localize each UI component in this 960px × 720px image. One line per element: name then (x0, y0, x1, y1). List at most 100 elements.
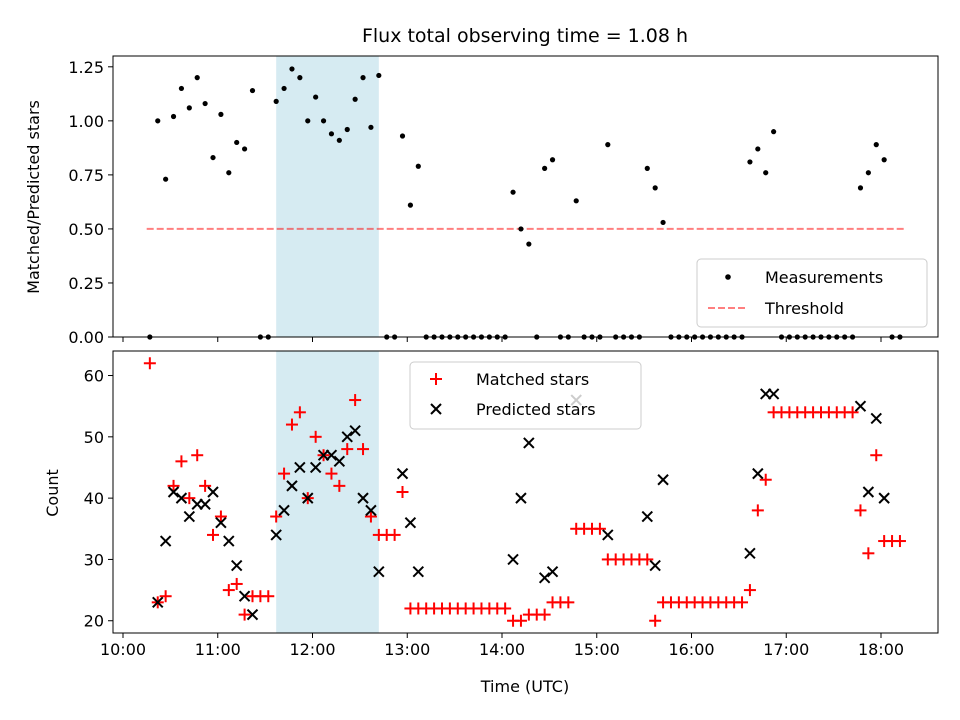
predicted-point (167, 486, 180, 498)
predicted-point (404, 516, 417, 529)
y-tick-label: 30 (84, 550, 104, 569)
predicted-point (602, 529, 614, 541)
measurement-point (865, 170, 871, 176)
legend-measurements-label: Measurements (765, 268, 883, 287)
predicted-point (870, 412, 882, 425)
x-tick-label: 10:00 (100, 640, 146, 659)
measurement-point (644, 165, 650, 171)
predicted-point (862, 486, 875, 498)
matched-point (199, 479, 212, 492)
measurement-point (186, 105, 192, 111)
predicted-point (373, 565, 385, 578)
measurement-point (202, 100, 208, 107)
measurement-point (170, 113, 177, 120)
legend-predicted-marker (430, 403, 442, 415)
predicted-point (767, 388, 780, 400)
y-tick-label: 0.75 (68, 166, 104, 185)
y-tick-label: 20 (84, 612, 104, 631)
measurement-point (755, 146, 761, 152)
matched-point (214, 510, 227, 523)
matched-point (293, 406, 306, 419)
measurement-point (297, 75, 303, 81)
legend-matched-label: Matched stars (476, 370, 589, 389)
matched-point (183, 492, 196, 505)
measurement-point (526, 241, 532, 247)
measurement-point (281, 85, 287, 92)
measurements-points (147, 66, 903, 340)
matched-point (364, 510, 377, 523)
predicted-point (412, 565, 425, 578)
predicted-point (365, 504, 377, 517)
matched-point (270, 510, 283, 523)
bottom-legend-box (409, 361, 642, 430)
measurement-point (218, 111, 224, 117)
measurement-point (210, 154, 216, 161)
measurement-point (178, 85, 185, 92)
y-tick-label: 1.25 (68, 58, 104, 77)
top-legend-box (696, 258, 928, 328)
count-points (143, 357, 906, 627)
predicted-point (341, 431, 353, 443)
measurement-point (857, 185, 864, 191)
top-legend: Measurements Threshold (696, 258, 928, 328)
x-axis-label: Time (UTC) (480, 677, 569, 696)
bottom-legend: Matched stars Predicted stars (409, 361, 642, 430)
predicted-point (159, 535, 172, 547)
y-tick-label: 0.00 (68, 328, 104, 347)
measurement-point (313, 94, 319, 100)
measurement-point (652, 185, 658, 191)
matched-point (562, 596, 575, 609)
matched-point (514, 614, 527, 627)
matched-point (357, 443, 370, 456)
y-tick-label: 1.00 (68, 112, 104, 131)
predicted-point (507, 553, 519, 566)
bot-shaded-rect (276, 351, 379, 633)
matched-point (238, 608, 251, 621)
matched-point (862, 547, 875, 560)
measurement-point (399, 133, 406, 139)
matched-point (167, 479, 180, 492)
predicted-point (854, 400, 867, 412)
matched-point (870, 449, 883, 462)
predicted-point (238, 590, 251, 602)
measurement-point (360, 75, 366, 81)
top-shaded-region (276, 56, 379, 337)
bottom-x-ticks: 10:00 11:00 12:00 13:00 14:00 15:00 16:00 17:00… (100, 633, 904, 659)
top-x-ticks (122, 337, 882, 342)
predicted-point (246, 608, 259, 621)
top-y-axis-label: Matched/Predicted stars (24, 100, 43, 294)
measurement-point (336, 137, 342, 143)
predicted-point (357, 492, 369, 504)
measurement-point (376, 72, 382, 79)
matched-point (751, 504, 764, 517)
matched-point (854, 504, 867, 517)
x-tick-label: 11:00 (195, 640, 241, 659)
measurement-point (763, 170, 769, 176)
measurement-point (320, 118, 327, 124)
matched-point (593, 522, 606, 535)
predicted-point (278, 504, 290, 517)
measurement-point (226, 170, 232, 176)
y-tick-label: 50 (84, 428, 104, 447)
predicted-point (878, 492, 890, 504)
matched-point (396, 486, 409, 498)
matched-point (207, 528, 220, 541)
measurement-point (234, 139, 240, 146)
bottom-shaded-region (276, 351, 379, 633)
matched-point (499, 602, 512, 615)
predicted-point (396, 467, 409, 480)
predicted-point (207, 486, 219, 498)
predicted-point (515, 492, 527, 504)
measurement-point (194, 75, 200, 81)
predicted-point (199, 498, 211, 510)
predicted-point (215, 516, 227, 529)
matched-point (333, 479, 346, 492)
bottom-y-axis-label: Count (43, 469, 62, 517)
predicted-point (270, 529, 282, 541)
matched-point (341, 443, 354, 456)
matched-point (222, 584, 235, 597)
matched-point (388, 528, 401, 541)
measurement-point (747, 159, 753, 165)
matched-point (736, 596, 749, 609)
measurement-point (155, 118, 161, 124)
